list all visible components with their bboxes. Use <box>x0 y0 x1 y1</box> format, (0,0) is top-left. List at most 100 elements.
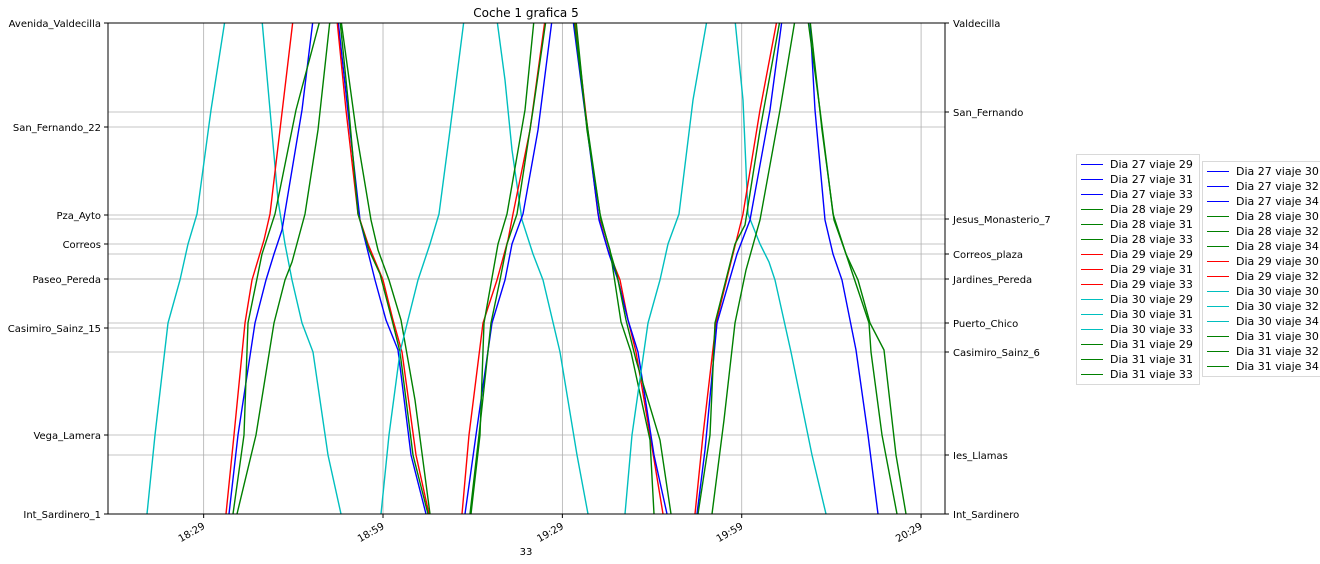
y-left-tick-label: San_Fernando_22 <box>13 123 101 134</box>
legend-swatch <box>1207 351 1229 352</box>
trip-line <box>807 23 898 514</box>
legend-entry: Dia 28 viaje 34 <box>1207 239 1319 254</box>
legend-label: Dia 30 viaje 31 <box>1110 308 1193 321</box>
legend-entry: Dia 28 viaje 32 <box>1207 224 1319 239</box>
legend-entry: Dia 27 viaje 33 <box>1081 187 1193 202</box>
legend-swatch <box>1207 216 1229 217</box>
legend-label: Dia 27 viaje 34 <box>1236 195 1319 208</box>
legend-swatch <box>1207 291 1229 292</box>
legend-swatch <box>1081 254 1103 255</box>
legend-label: Dia 27 viaje 32 <box>1236 180 1319 193</box>
legend-label: Dia 30 viaje 34 <box>1236 315 1319 328</box>
legend-entry: Dia 27 viaje 34 <box>1207 194 1319 209</box>
legend-label: Dia 29 viaje 30 <box>1236 255 1319 268</box>
trip-line <box>694 23 778 514</box>
legend-entry: Dia 31 viaje 29 <box>1081 337 1193 352</box>
y-right-tick-label: Puerto_Chico <box>953 319 1018 330</box>
legend-label: Dia 28 viaje 29 <box>1110 203 1193 216</box>
legend-swatch <box>1081 344 1103 345</box>
legend-entry: Dia 27 viaje 29 <box>1081 157 1193 172</box>
x-tick-label: 18:29 <box>177 521 207 545</box>
tick-labels: 18:29 18:59 19:29 19:59 20:29 Avenida_Valdeci… <box>8 19 1051 545</box>
legend-entry: Dia 30 viaje 33 <box>1081 322 1193 337</box>
trip-line <box>380 23 465 514</box>
legend-swatch <box>1081 269 1103 270</box>
trip-line <box>575 23 655 514</box>
x-axis-label: 33 <box>520 547 533 558</box>
trip-line <box>336 23 430 514</box>
trip-line <box>696 23 783 514</box>
legend-swatch <box>1207 321 1229 322</box>
legend-swatch <box>1081 224 1103 225</box>
y-left-tick-label: Correos <box>63 240 101 251</box>
legend-entry: Dia 29 viaje 29 <box>1081 247 1193 262</box>
trip-line <box>697 23 781 514</box>
trip-line <box>339 23 429 514</box>
legend-label: Dia 28 viaje 31 <box>1110 218 1193 231</box>
legend-label: Dia 31 viaje 32 <box>1236 345 1319 358</box>
legend-label: Dia 31 viaje 31 <box>1110 353 1193 366</box>
legend-swatch <box>1081 284 1103 285</box>
legend-entry: Dia 31 viaje 33 <box>1081 367 1193 382</box>
legend-swatch <box>1207 186 1229 187</box>
legend-entry: Dia 30 viaje 29 <box>1081 292 1193 307</box>
legend-entry: Dia 30 viaje 34 <box>1207 314 1319 329</box>
legend-swatch <box>1207 246 1229 247</box>
legend-swatch <box>1207 171 1229 172</box>
legend-label: Dia 30 viaje 29 <box>1110 293 1193 306</box>
legend-entry: Dia 27 viaje 31 <box>1081 172 1193 187</box>
legend-right: Dia 27 viaje 30 Dia 27 viaje 32 Dia 27 via… <box>1202 161 1320 377</box>
y-right-tick-label: Casimiro_Sainz_6 <box>953 348 1040 359</box>
legend-label: Dia 27 viaje 29 <box>1110 158 1193 171</box>
legend-entry: Dia 27 viaje 32 <box>1207 179 1319 194</box>
trip-line <box>461 23 546 514</box>
x-tick-label: 18:59 <box>356 521 386 545</box>
legend-swatch <box>1207 306 1229 307</box>
legend-label: Dia 28 viaje 30 <box>1236 210 1319 223</box>
legend-label: Dia 30 viaje 30 <box>1236 285 1319 298</box>
trip-line <box>470 23 535 514</box>
legend-label: Dia 29 viaje 33 <box>1110 278 1193 291</box>
trip-line <box>624 23 708 514</box>
chart-title: Coche 1 grafica 5 <box>473 6 578 20</box>
legend-label: Dia 31 viaje 29 <box>1110 338 1193 351</box>
legend-swatch <box>1081 179 1103 180</box>
trip-line <box>711 23 796 514</box>
legend-entry: Dia 27 viaje 30 <box>1207 164 1319 179</box>
trip-line <box>261 23 342 514</box>
legend-entry: Dia 29 viaje 30 <box>1207 254 1319 269</box>
legend-label: Dia 28 viaje 34 <box>1236 240 1319 253</box>
legend-entry: Dia 30 viaje 31 <box>1081 307 1193 322</box>
legend-label: Dia 31 viaje 34 <box>1236 360 1319 373</box>
legend-entry: Dia 28 viaje 29 <box>1081 202 1193 217</box>
y-right-tick-label: Jesus_Monasterio_7 <box>952 215 1051 226</box>
legend-swatch <box>1207 201 1229 202</box>
trip-line <box>734 23 827 514</box>
x-tick-label: 20:29 <box>894 521 924 545</box>
legend-entry: Dia 31 viaje 34 <box>1207 359 1319 374</box>
legend-swatch <box>1081 299 1103 300</box>
legend-entry: Dia 29 viaje 31 <box>1081 262 1193 277</box>
trip-line <box>146 23 226 514</box>
y-left-tick-label: Int_Sardinero_1 <box>23 510 101 521</box>
legend-left: Dia 27 viaje 29 Dia 27 viaje 31 Dia 27 via… <box>1076 154 1200 385</box>
trip-line <box>236 23 331 514</box>
trip-line <box>572 23 668 514</box>
y-right-tick-label: Correos_plaza <box>953 250 1023 261</box>
trip-line <box>809 23 907 514</box>
legend-swatch <box>1081 359 1103 360</box>
legend-label: Dia 31 viaje 30 <box>1236 330 1319 343</box>
legend-entry: Dia 30 viaje 30 <box>1207 284 1319 299</box>
trip-line <box>225 23 294 514</box>
legend-entry: Dia 29 viaje 33 <box>1081 277 1193 292</box>
legend-entry: Dia 31 viaje 30 <box>1207 329 1319 344</box>
y-right-tick-label: Int_Sardinero <box>953 510 1019 521</box>
trip-line <box>464 23 553 514</box>
y-right-tick-label: Ies_Llamas <box>953 451 1008 462</box>
legend-entry: Dia 31 viaje 31 <box>1081 352 1193 367</box>
legend-entry: Dia 29 viaje 32 <box>1207 269 1319 284</box>
y-left-tick-label: Pza_Ayto <box>56 211 101 222</box>
trip-line <box>573 23 672 514</box>
legend-swatch <box>1081 164 1103 165</box>
legend-swatch <box>1207 231 1229 232</box>
